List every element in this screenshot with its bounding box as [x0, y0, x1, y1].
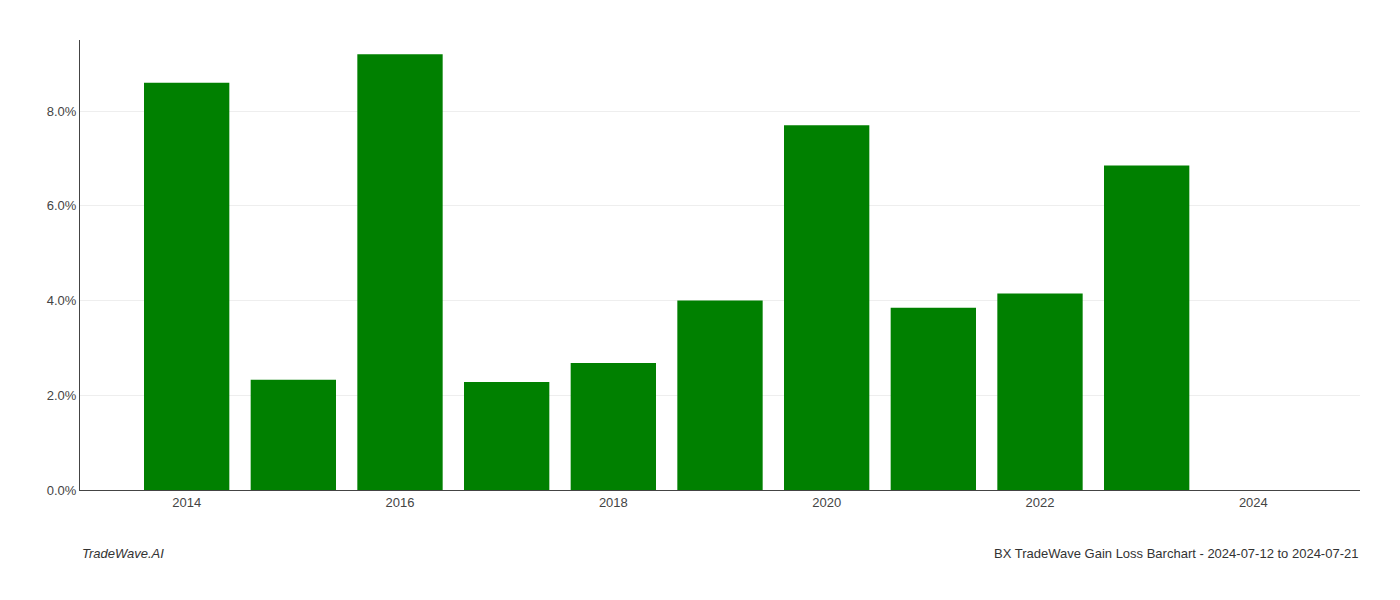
- svg-text:0.0%: 0.0%: [47, 483, 77, 498]
- svg-text:TradeWave.AI: TradeWave.AI: [82, 546, 164, 561]
- svg-text:2018: 2018: [599, 495, 628, 510]
- svg-text:2014: 2014: [172, 495, 201, 510]
- svg-text:2016: 2016: [386, 495, 415, 510]
- svg-text:8.0%: 8.0%: [47, 104, 77, 119]
- svg-text:BX TradeWave Gain Loss Barchar: BX TradeWave Gain Loss Barchart - 2024-0…: [994, 546, 1358, 561]
- svg-text:4.0%: 4.0%: [47, 293, 77, 308]
- svg-text:2020: 2020: [812, 495, 841, 510]
- svg-text:2024: 2024: [1239, 495, 1268, 510]
- svg-text:2.0%: 2.0%: [47, 388, 77, 403]
- svg-text:2022: 2022: [1026, 495, 1055, 510]
- svg-text:6.0%: 6.0%: [47, 198, 77, 213]
